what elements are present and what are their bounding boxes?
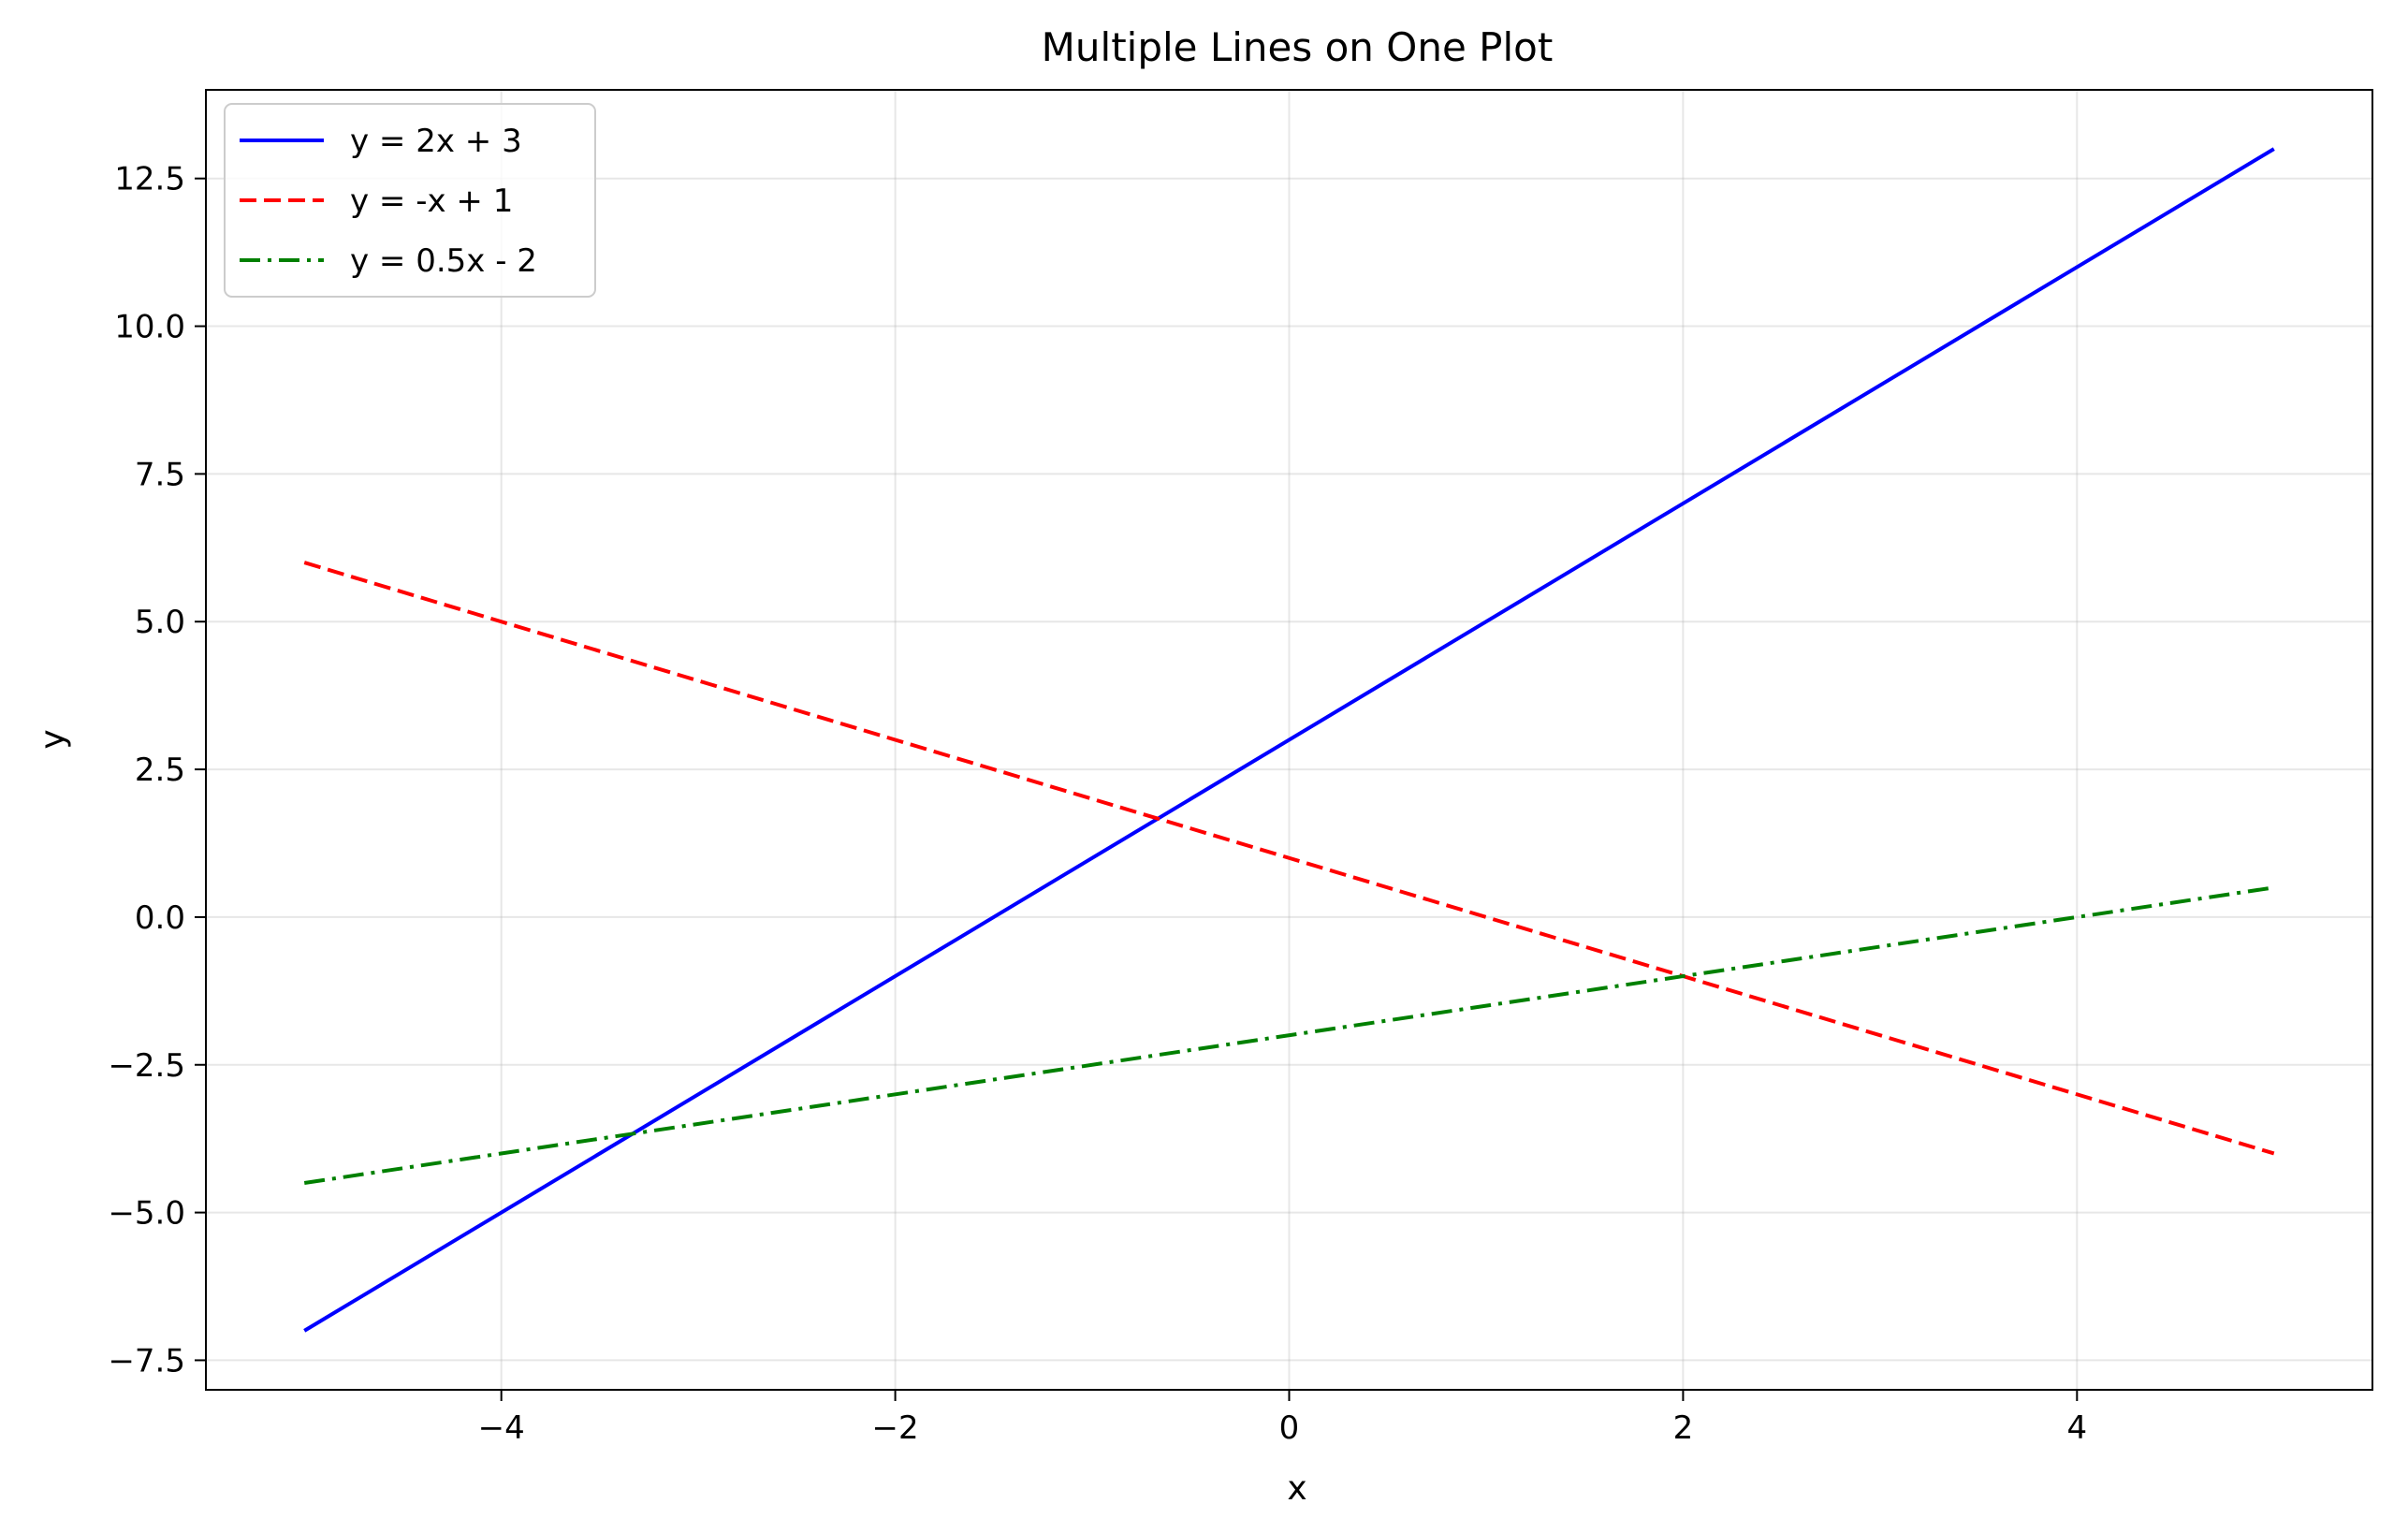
legend-box [224, 103, 596, 298]
y-tick-label: 10.0 [114, 309, 185, 346]
y-axis-label: y [34, 729, 72, 749]
x-tick-label: 2 [1673, 1409, 1694, 1447]
y-tick-label: 2.5 [135, 752, 185, 789]
legend-label-1: y = 2x + 3 [350, 123, 522, 160]
x-tick-label: −4 [478, 1409, 525, 1447]
y-tick-label: −7.5 [108, 1342, 185, 1380]
series-line-2 [303, 561, 2275, 1156]
y-axis-ticks: −7.5 −5.0 −2.5 0.0 2.5 5.0 7.5 10.0 12.5 [108, 161, 206, 1380]
x-axis-label: x [1287, 1469, 1306, 1508]
y-tick-label: 0.0 [135, 899, 185, 937]
legend-label-3: y = 0.5x - 2 [350, 242, 537, 280]
legend-label-2: y = -x + 1 [350, 182, 513, 220]
legend: y = 2x + 3 y = -x + 1 y = 0.5x - 2 [224, 103, 596, 298]
x-axis-ticks: −4 −2 0 2 4 [478, 1390, 2087, 1447]
y-tick-label: 7.5 [135, 456, 185, 493]
series-line-3 [303, 885, 2275, 1186]
y-tick-label: −5.0 [108, 1195, 185, 1233]
chart-title: Multiple Lines on One Plot [1042, 24, 1554, 70]
y-tick-label: 5.0 [135, 604, 185, 641]
y-tick-label: 12.5 [114, 161, 185, 198]
x-tick-label: 0 [1279, 1409, 1300, 1447]
x-tick-label: 4 [2066, 1409, 2087, 1447]
x-tick-label: −2 [872, 1409, 919, 1447]
plot-lines [303, 147, 2275, 1333]
y-tick-label: −2.5 [108, 1047, 185, 1085]
